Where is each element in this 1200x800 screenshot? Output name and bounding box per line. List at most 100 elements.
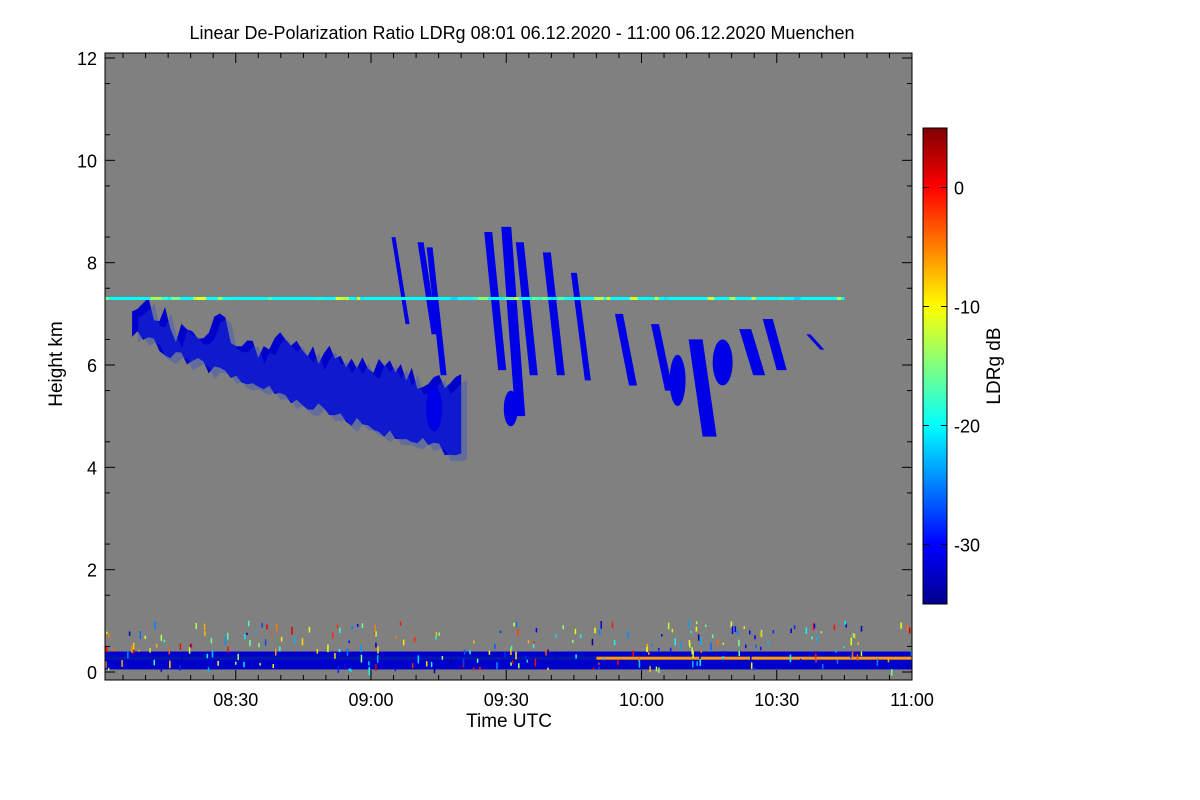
noise-speck	[356, 623, 359, 627]
noise-speck	[169, 660, 171, 669]
horizontal-line-segment	[594, 296, 604, 300]
noise-speck	[160, 634, 163, 641]
noise-speck	[394, 667, 397, 672]
noise-speck	[852, 633, 855, 638]
noise-speck	[316, 649, 319, 654]
horizontal-line-segment	[356, 296, 361, 300]
noise-speck	[133, 649, 135, 654]
horizontal-line-segment	[345, 296, 349, 300]
horizontal-line-segment	[557, 296, 565, 300]
noise-speck	[820, 631, 823, 634]
noise-speck	[463, 649, 466, 655]
noise-speck	[760, 630, 763, 638]
fall-streak-blob	[712, 339, 733, 386]
noise-speck	[710, 642, 712, 651]
noise-speck	[338, 648, 341, 653]
noise-speck	[887, 657, 890, 663]
noise-speck	[722, 656, 725, 660]
plot-frame	[104, 52, 913, 681]
noise-speck	[755, 644, 757, 648]
noise-speck	[513, 622, 515, 627]
noise-speck	[426, 661, 428, 667]
noise-speck	[411, 663, 414, 669]
noise-speck	[572, 639, 574, 643]
noise-speck	[697, 634, 700, 641]
noise-speck	[845, 623, 847, 628]
horizontal-line-segment	[217, 296, 223, 300]
noise-speck	[671, 628, 674, 633]
noise-speck	[799, 658, 802, 661]
noise-speck	[106, 631, 108, 635]
noise-speck	[274, 648, 277, 656]
noise-speck	[249, 640, 251, 647]
noise-speck	[526, 659, 529, 663]
horizontal-line-segment	[171, 296, 180, 300]
noise-speck	[547, 667, 549, 671]
noise-speck	[107, 633, 110, 638]
horizontal-line-segment	[340, 296, 346, 300]
noise-speck	[552, 662, 555, 669]
noise-speck	[690, 631, 692, 634]
noise-speck	[511, 660, 514, 664]
noise-speck	[518, 663, 520, 669]
noise-speck	[545, 649, 547, 656]
noise-speck	[227, 646, 229, 653]
noise-speck	[499, 630, 502, 633]
noise-speck	[344, 662, 346, 670]
noise-speck	[759, 646, 762, 651]
fall-streak	[501, 226, 526, 417]
y-tick-label: 2	[87, 561, 97, 581]
colorbar-tick-label: -30	[954, 536, 980, 556]
noise-speck	[510, 645, 513, 650]
noise-speck	[638, 656, 640, 662]
noise-speck	[207, 667, 210, 672]
noise-speck	[266, 624, 268, 630]
noise-speck	[669, 647, 672, 653]
horizontal-line-segment	[729, 296, 736, 300]
noise-speck	[853, 633, 856, 639]
noise-speck	[152, 653, 155, 662]
horizontal-line-segment	[532, 296, 536, 300]
horizontal-line-segment	[150, 296, 162, 300]
noise-speck	[515, 651, 517, 660]
noise-speck	[674, 638, 676, 646]
horizontal-line-segment	[535, 296, 541, 300]
noise-speck	[375, 642, 377, 648]
fall-streak	[484, 231, 507, 371]
noise-speck	[414, 636, 416, 643]
noise-speck	[696, 661, 698, 666]
noise-speck	[857, 642, 859, 645]
noise-speck	[377, 646, 379, 654]
noise-speck	[575, 654, 577, 659]
noise-speck	[835, 649, 837, 653]
colorbar-ticks: 0 -10 -20 -30	[923, 179, 980, 556]
fall-streak-blob	[669, 354, 686, 406]
noise-speck	[598, 666, 600, 670]
horizontal-line-segment	[504, 296, 515, 300]
y-tick-label: 6	[87, 356, 97, 376]
noise-speck	[699, 659, 702, 666]
noise-speck	[395, 635, 397, 639]
noise-speck	[188, 646, 191, 654]
noise-speck	[910, 650, 912, 657]
noise-speck	[844, 621, 846, 625]
heatmap-layer	[105, 226, 912, 676]
noise-speck	[479, 666, 481, 671]
noise-speck	[744, 644, 747, 649]
noise-speck	[494, 643, 496, 649]
noise-speck	[374, 632, 376, 635]
noise-speck	[591, 638, 594, 646]
noise-speck	[574, 628, 577, 635]
noise-speck	[469, 650, 471, 655]
noise-speck	[376, 655, 379, 663]
noise-speck	[112, 647, 115, 652]
noise-speck	[339, 627, 341, 633]
noise-speck	[700, 650, 703, 653]
horizontal-line-segment	[537, 296, 548, 300]
noise-speck	[153, 659, 155, 666]
noise-speck	[876, 658, 879, 666]
noise-speck	[695, 626, 698, 632]
fall-streak-blob	[426, 385, 443, 432]
noise-speck	[321, 658, 323, 664]
noise-speck	[805, 627, 808, 634]
